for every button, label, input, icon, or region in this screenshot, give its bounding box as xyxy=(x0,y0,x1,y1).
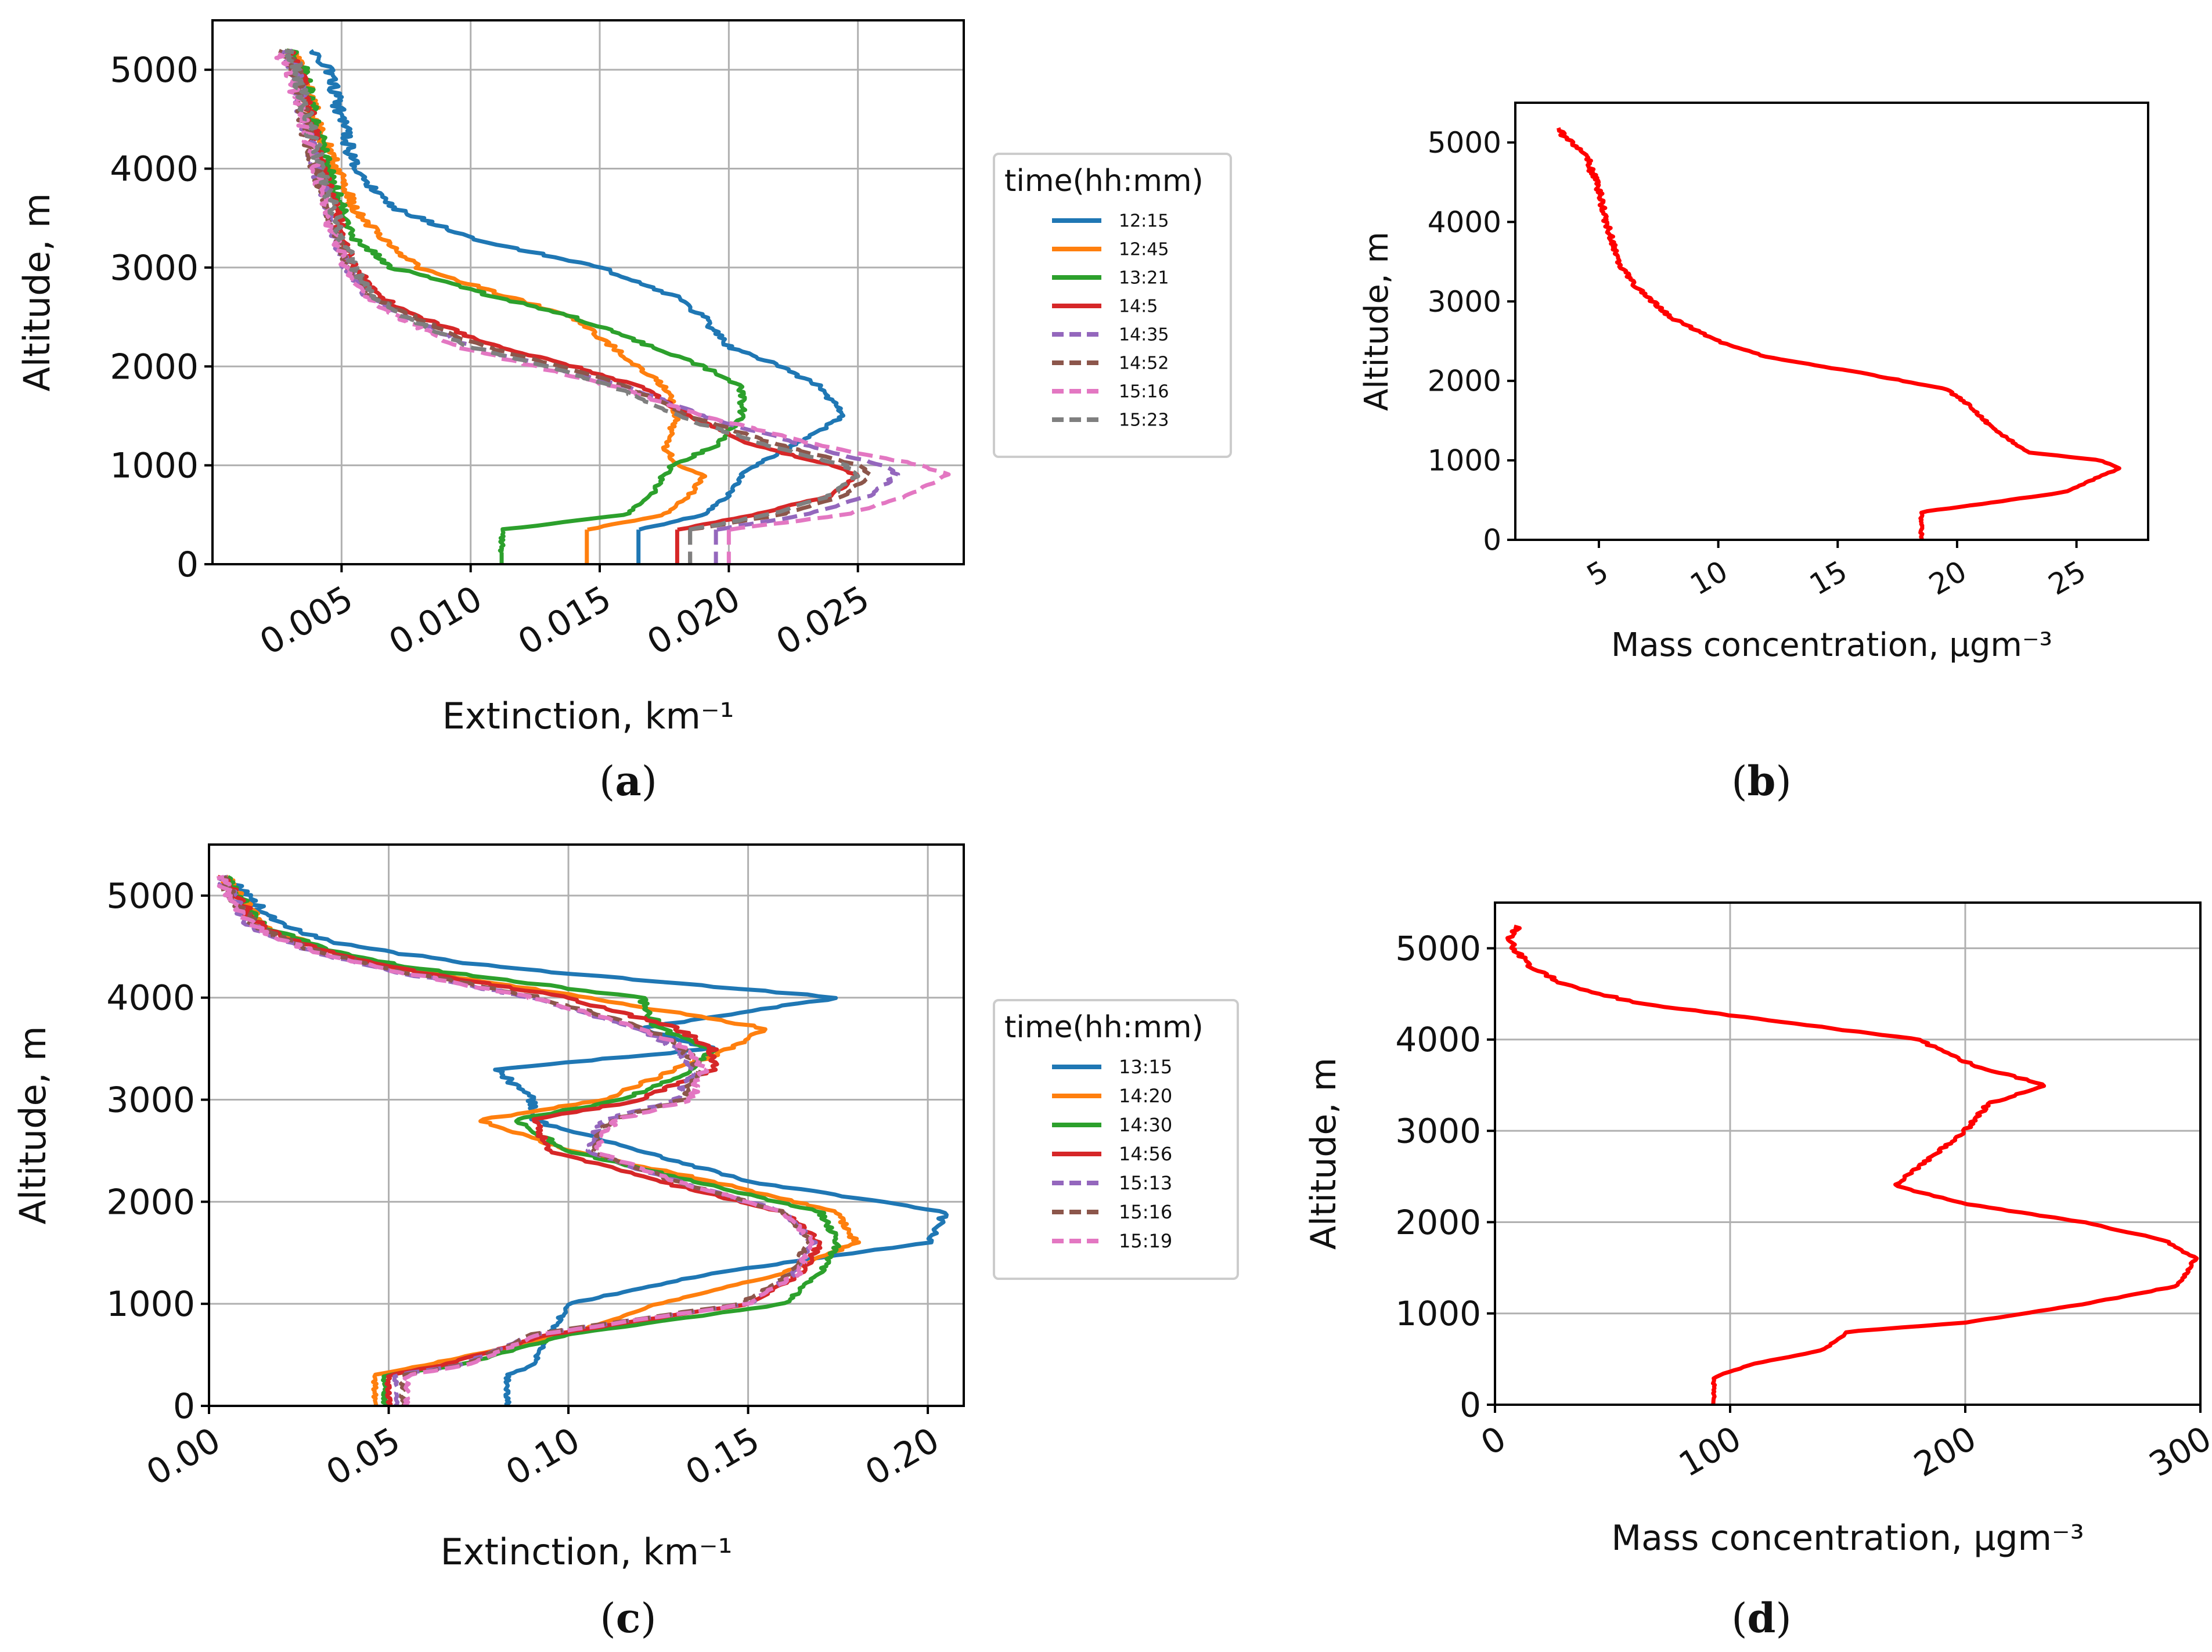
panel-c-x-axis-label: Extinction, km⁻¹ xyxy=(441,1531,733,1573)
panel-b-ytick-label: 3000 xyxy=(1428,285,1501,319)
panel-b-ytick-label: 0 xyxy=(1483,524,1501,557)
panel-a-series-1245 xyxy=(284,49,708,532)
panel-c-ytick-label: 3000 xyxy=(106,1080,195,1121)
panel-b-caption: (b) xyxy=(1731,757,1792,805)
legend-label: 14:52 xyxy=(1119,354,1169,374)
legend-label: 13:21 xyxy=(1119,268,1169,288)
legend-label: 14:30 xyxy=(1119,1114,1172,1136)
panel-c-legend-items: 13:15 14:20 14:30 14:56 15:13 15:16 15:19 xyxy=(1052,1056,1172,1252)
panel-c-ytick-label: 5000 xyxy=(106,876,195,917)
panel-d-ytick-label: 2000 xyxy=(1395,1203,1481,1242)
panel-a-legend-box xyxy=(993,153,1232,458)
panel-b-ytick-label: 4000 xyxy=(1428,205,1501,239)
panel-d-ytick-label: 0 xyxy=(1460,1385,1481,1424)
panel-c-series xyxy=(214,875,949,1406)
panel-c-legend-box xyxy=(993,999,1239,1280)
panel-a-legend: time(hh:mm) 12:15 12:45 13:21 14:5 14:35 14:5… xyxy=(993,153,1232,458)
legend-label: 15:16 xyxy=(1119,382,1169,402)
panel-d-caption: (d) xyxy=(1731,1594,1792,1642)
panel-d-ytick-label: 5000 xyxy=(1395,929,1481,968)
panel-a-ytick-label: 2000 xyxy=(110,347,199,387)
legend-label: 14:35 xyxy=(1119,325,1169,345)
panel-a-ytick-label: 5000 xyxy=(110,50,199,91)
panel-c-legend: time(hh:mm) 13:15 14:20 14:30 14:56 15:13 15:… xyxy=(993,999,1239,1280)
panel-a-series xyxy=(271,48,951,564)
panel-a-y-axis-label: Altitude, m xyxy=(16,193,58,391)
legend-label: 14:5 xyxy=(1119,297,1158,317)
legend-label: 15:13 xyxy=(1119,1172,1172,1194)
panel-c-ytick-label: 0 xyxy=(173,1386,195,1427)
panel-b-series-mass xyxy=(1556,127,2121,540)
panel-b-ytick-label: 5000 xyxy=(1428,126,1501,160)
panel-b-y-axis-label: Altitude, m xyxy=(1358,232,1396,411)
panel-d-series-mass xyxy=(1505,924,2199,1405)
panel-b-x-axis-label: Mass concentration, μgm⁻³ xyxy=(1611,626,2052,664)
panel-a-ytick-label: 0 xyxy=(176,544,199,585)
panel-b-ytick-label: 1000 xyxy=(1428,444,1501,478)
legend-label: 15:23 xyxy=(1119,410,1169,431)
panel-d-axes-frame xyxy=(1494,901,2202,1406)
panel-a-caption: (a) xyxy=(599,757,657,805)
panel-c-series-1430 xyxy=(222,875,841,1406)
panel-a-axes-frame xyxy=(211,19,965,565)
panel-b-axes-frame xyxy=(1514,102,2149,541)
panel-a-legend-title: time(hh:mm) xyxy=(1004,164,1204,199)
legend-label: 14:20 xyxy=(1119,1085,1172,1107)
legend-label: 12:15 xyxy=(1119,211,1169,232)
panel-c-series-1315 xyxy=(222,875,949,1406)
panel-d-ytick-label: 1000 xyxy=(1395,1294,1481,1333)
panel-d-ytick-label: 3000 xyxy=(1395,1111,1481,1150)
panel-c-ytick-label: 2000 xyxy=(106,1182,195,1222)
panel-c-ytick-label: 1000 xyxy=(106,1284,195,1325)
panel-d-ytick-label: 4000 xyxy=(1395,1020,1481,1059)
panel-a-series-1516 xyxy=(271,49,951,532)
panel-a-x-axis-label: Extinction, km⁻¹ xyxy=(442,695,734,737)
panel-c-grid xyxy=(208,845,964,1407)
panel-c-series-1519 xyxy=(214,875,815,1406)
panel-d-y-axis-label: Altitude, m xyxy=(1303,1058,1344,1250)
panel-d-series xyxy=(1505,924,2199,1405)
panel-c-axes-frame xyxy=(208,843,965,1407)
panel-a-ytick-label: 1000 xyxy=(110,446,199,486)
panel-b-ytick-label: 2000 xyxy=(1428,365,1501,398)
legend-label: 15:19 xyxy=(1119,1230,1172,1252)
panel-c-ytick-label: 4000 xyxy=(106,978,195,1019)
panel-a-ytick-label: 3000 xyxy=(110,248,199,288)
panel-a-legend-items: 12:15 12:45 13:21 14:5 14:35 14:52 15:16 15:23 xyxy=(1052,211,1169,431)
legend-label: 12:45 xyxy=(1119,240,1169,260)
legend-label: 15:16 xyxy=(1119,1201,1172,1223)
panel-c-y-axis-label: Altitude, m xyxy=(12,1026,54,1224)
panel-c-legend-title: time(hh:mm) xyxy=(1004,1010,1204,1045)
panel-a-series-145 xyxy=(284,49,860,532)
panel-d-x-axis-label: Mass concentration, μgm⁻³ xyxy=(1611,1518,2084,1559)
panel-c-caption: (c) xyxy=(600,1594,656,1642)
panel-a-series-1523 xyxy=(284,49,860,532)
panel-a-ytick-label: 4000 xyxy=(110,149,199,190)
legend-label: 13:15 xyxy=(1119,1056,1172,1078)
panel-b-series xyxy=(1556,127,2121,540)
legend-label: 14:56 xyxy=(1119,1143,1172,1165)
